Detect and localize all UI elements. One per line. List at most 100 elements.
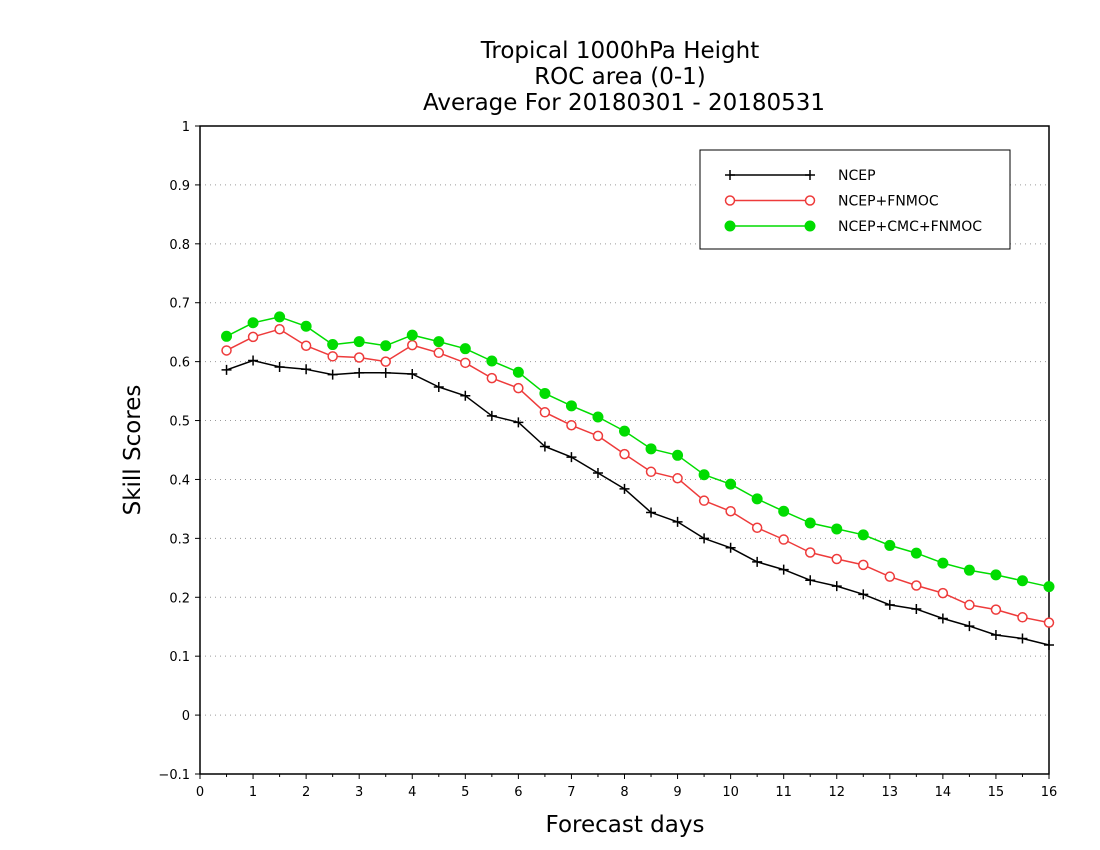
data-point-ncep [964, 621, 975, 632]
x-tick-label: 5 [461, 785, 469, 800]
axis-ticks [195, 125, 1050, 779]
legend-item-ncep-plus-cmc-plus-fnmoc: NCEP+CMC+FNMOC [724, 219, 982, 235]
data-point-ncep-plus-fnmoc [698, 495, 710, 506]
legend-label: NCEP+CMC+FNMOC [838, 219, 982, 235]
data-point-ncep [1017, 633, 1028, 644]
data-point-ncep [486, 410, 497, 421]
data-point-ncep [327, 369, 338, 380]
data-point-ncep-plus-fnmoc [407, 339, 418, 351]
data-point-ncep [725, 542, 736, 553]
y-tick-labels: −0.1 0 0.1 0.2 0.3 0.4 0.5 0.6 0.7 0.8 0.9 1 [158, 120, 190, 783]
data-point-ncep-plus-fnmoc [300, 340, 312, 351]
data-point-ncep-plus-cmc-plus-fnmoc [1016, 575, 1028, 587]
data-point-ncep-plus-cmc-plus-fnmoc [406, 329, 418, 341]
series-ncep [221, 355, 1054, 650]
data-point-ncep-plus-cmc-plus-fnmoc [963, 564, 975, 576]
y-tick-label: 0.6 [169, 356, 190, 371]
x-tick-label: 1 [249, 785, 257, 800]
data-point-ncep-plus-fnmoc [380, 356, 391, 367]
y-axis-title: Skill Scores [120, 385, 146, 516]
legend-marker [805, 170, 815, 180]
x-tick-label: 11 [775, 785, 792, 800]
title-line-3: Average For 20180301 - 20180531 [423, 90, 825, 116]
legend-marker [804, 220, 816, 232]
legend: NCEP NCEP+FNMOC NCEP+CMC+FNMOC [699, 149, 1011, 250]
data-point-ncep [407, 369, 418, 380]
data-point-ncep-plus-cmc-plus-fnmoc [1043, 581, 1055, 593]
x-tick-label: 4 [408, 785, 416, 800]
x-axis-title: Forecast days [546, 812, 705, 838]
data-point-ncep-plus-cmc-plus-fnmoc [910, 547, 922, 559]
title-line-2: ROC area (0-1) [534, 64, 706, 90]
data-point-ncep-plus-fnmoc [460, 357, 471, 369]
x-tick-label: 15 [988, 785, 1005, 800]
y-tick-label: 0.9 [169, 179, 190, 194]
legend-marker [804, 195, 816, 206]
data-point-ncep-plus-cmc-plus-fnmoc [300, 320, 312, 332]
data-point-ncep-plus-cmc-plus-fnmoc [884, 539, 896, 551]
data-point-ncep [831, 581, 842, 592]
data-point-ncep [301, 364, 312, 375]
data-point-ncep [619, 483, 630, 494]
data-point-ncep-plus-fnmoc [274, 323, 285, 335]
series-ncep-plus-cmc-plus-fnmoc [221, 311, 1055, 593]
data-point-ncep-plus-cmc-plus-fnmoc [804, 517, 816, 529]
data-point-ncep-plus-fnmoc [247, 331, 259, 343]
x-tick-label: 7 [567, 785, 575, 800]
data-point-ncep-plus-fnmoc [884, 571, 896, 582]
data-point-ncep [672, 516, 683, 527]
y-tick-label: 0.3 [169, 532, 190, 547]
x-tick-label: 2 [302, 785, 310, 800]
data-point-ncep-plus-fnmoc [1043, 617, 1055, 628]
data-point-ncep-plus-fnmoc [778, 534, 789, 545]
series [221, 311, 1055, 650]
x-tick-label: 6 [514, 785, 522, 800]
data-point-ncep-plus-cmc-plus-fnmoc [353, 336, 365, 348]
data-point-ncep-plus-fnmoc [539, 407, 551, 418]
data-point-ncep [513, 417, 524, 428]
legend-marker [724, 220, 736, 232]
data-point-ncep [937, 613, 948, 624]
data-point-ncep-plus-cmc-plus-fnmoc [725, 478, 737, 490]
data-point-ncep [221, 364, 232, 375]
chart-title: Tropical 1000hPa Height ROC area (0-1) A… [423, 38, 825, 116]
data-point-ncep [592, 467, 603, 478]
data-point-ncep-plus-cmc-plus-fnmoc [778, 505, 790, 517]
title-line-1: Tropical 1000hPa Height [480, 38, 760, 64]
legend-item-ncep-plus-fnmoc: NCEP+FNMOC [724, 194, 939, 210]
x-tick-label: 12 [828, 785, 845, 800]
data-point-ncep-plus-fnmoc [725, 506, 736, 517]
data-point-ncep-plus-cmc-plus-fnmoc [857, 529, 869, 541]
data-point-ncep-plus-cmc-plus-fnmoc [380, 340, 392, 352]
data-point-ncep-plus-fnmoc [221, 345, 232, 356]
data-point-ncep-plus-fnmoc [990, 604, 1002, 615]
data-point-ncep [433, 381, 444, 392]
x-tick-label: 9 [673, 785, 681, 800]
data-point-ncep [778, 564, 789, 575]
data-point-ncep-plus-cmc-plus-fnmoc [831, 523, 843, 535]
data-point-ncep [911, 604, 922, 615]
data-point-ncep-plus-fnmoc [433, 347, 445, 359]
x-tick-label: 10 [722, 785, 739, 800]
data-point-ncep-plus-fnmoc [804, 547, 816, 558]
data-point-ncep [566, 452, 577, 463]
x-tick-label: 0 [196, 785, 204, 800]
y-tick-label: 0.4 [169, 473, 190, 488]
data-point-ncep [460, 390, 471, 401]
x-tick-label: 16 [1041, 785, 1058, 800]
data-point-ncep-plus-cmc-plus-fnmoc [619, 425, 630, 437]
data-point-ncep-plus-cmc-plus-fnmoc [459, 343, 471, 355]
data-point-ncep-plus-fnmoc [964, 599, 975, 611]
data-point-ncep [380, 367, 391, 378]
data-point-ncep-plus-cmc-plus-fnmoc [645, 443, 657, 455]
data-point-ncep [884, 599, 895, 610]
y-tick-label: 0 [182, 709, 190, 724]
data-point-ncep [752, 556, 763, 567]
data-point-ncep-plus-cmc-plus-fnmoc [486, 355, 498, 367]
data-point-ncep [805, 575, 816, 586]
y-tick-label: 0.7 [169, 297, 190, 312]
data-point-ncep-plus-cmc-plus-fnmoc [274, 311, 286, 323]
data-point-ncep-plus-cmc-plus-fnmoc [539, 387, 551, 399]
data-point-ncep-plus-fnmoc [353, 352, 365, 363]
y-tick-label: 0.5 [169, 415, 190, 430]
